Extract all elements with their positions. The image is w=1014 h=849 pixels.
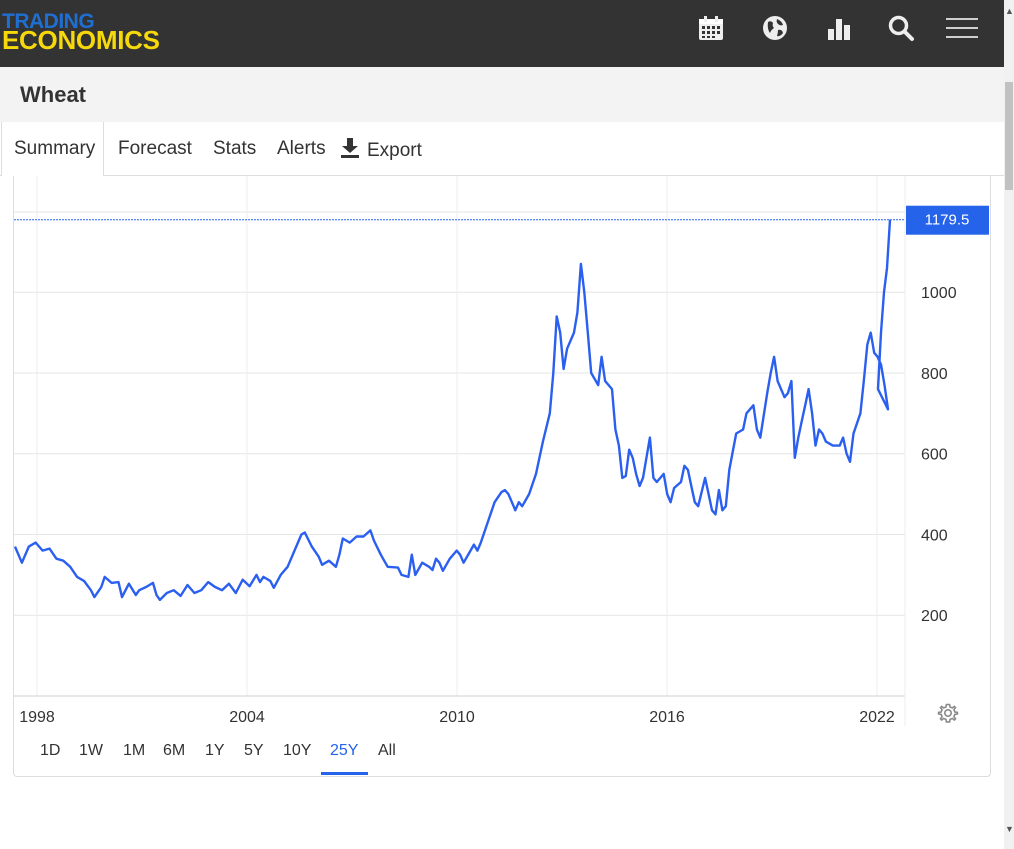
series-line	[13, 219, 892, 602]
tab-alerts[interactable]: Alerts	[277, 138, 326, 159]
top-bar: TRADING ECONOMICS	[0, 0, 1004, 67]
range-button-1w[interactable]: 1W	[79, 742, 103, 759]
tab-export[interactable]: Export	[341, 138, 422, 162]
chart-grid	[14, 176, 906, 726]
bar-chart-icon[interactable]	[825, 14, 853, 42]
range-button-10y[interactable]: 10Y	[283, 742, 312, 759]
y-tick-label: 400	[921, 527, 948, 544]
tab-bar: Summary Forecast Stats Alerts Export	[0, 122, 1004, 176]
download-icon	[341, 138, 359, 158]
x-tick-label: 2016	[649, 709, 685, 726]
range-button-1d[interactable]: 1D	[40, 742, 61, 759]
range-button-5y[interactable]: 5Y	[244, 742, 264, 759]
chart-container	[13, 176, 991, 777]
settings-gear-icon[interactable]	[937, 702, 959, 724]
globe-icon[interactable]	[761, 14, 789, 42]
x-tick-label: 2004	[229, 709, 265, 726]
tab-summary[interactable]: Summary	[14, 138, 96, 159]
x-tick-label: 1998	[19, 709, 55, 726]
logo-line-1: TRADING	[2, 10, 95, 33]
last-value-label: 1179.5	[925, 212, 970, 229]
y-tick-label: 600	[921, 447, 948, 464]
range-selector: 1D 1W 1M 6M 1Y 5Y 10Y 25Y All	[13, 730, 991, 776]
search-icon[interactable]	[887, 14, 915, 42]
tab-stats[interactable]: Stats	[213, 138, 257, 159]
scroll-down-arrow-icon[interactable]: ▼	[1005, 824, 1014, 834]
calendar-icon[interactable]	[697, 14, 725, 42]
range-button-25y[interactable]: 25Y	[330, 742, 359, 759]
x-tick-label: 2010	[439, 709, 475, 726]
range-button-6m[interactable]: 6M	[163, 742, 186, 759]
y-tick-label: 200	[921, 608, 948, 625]
y-axis-ticks: 200 400 600 800 1000	[921, 285, 957, 625]
menu-icon[interactable]	[946, 18, 978, 40]
tab-export-label: Export	[367, 140, 422, 161]
x-axis-ticks: 1998 2004 2010 2016 2022	[19, 709, 895, 726]
range-button-1m[interactable]: 1M	[123, 742, 146, 759]
scroll-up-arrow-icon[interactable]: ▲	[1005, 6, 1014, 16]
page-scrollbar[interactable]: ▲ ▼	[1004, 0, 1014, 849]
y-tick-label: 800	[921, 366, 948, 383]
logo[interactable]: TRADING ECONOMICS	[2, 10, 160, 55]
x-tick-label: 2022	[859, 709, 895, 726]
scroll-thumb[interactable]	[1005, 82, 1013, 190]
logo-line-2: ECONOMICS	[2, 25, 160, 55]
page-title: Wheat	[20, 82, 86, 107]
range-button-1y[interactable]: 1Y	[205, 742, 225, 759]
tab-active-indicator	[1, 122, 104, 176]
active-range-underline	[321, 772, 368, 775]
y-tick-label: 1000	[921, 285, 957, 302]
last-value-label-bg	[906, 205, 989, 235]
tab-forecast[interactable]: Forecast	[118, 138, 192, 159]
title-bar: Wheat	[0, 67, 1004, 122]
range-button-all[interactable]: All	[378, 742, 396, 759]
